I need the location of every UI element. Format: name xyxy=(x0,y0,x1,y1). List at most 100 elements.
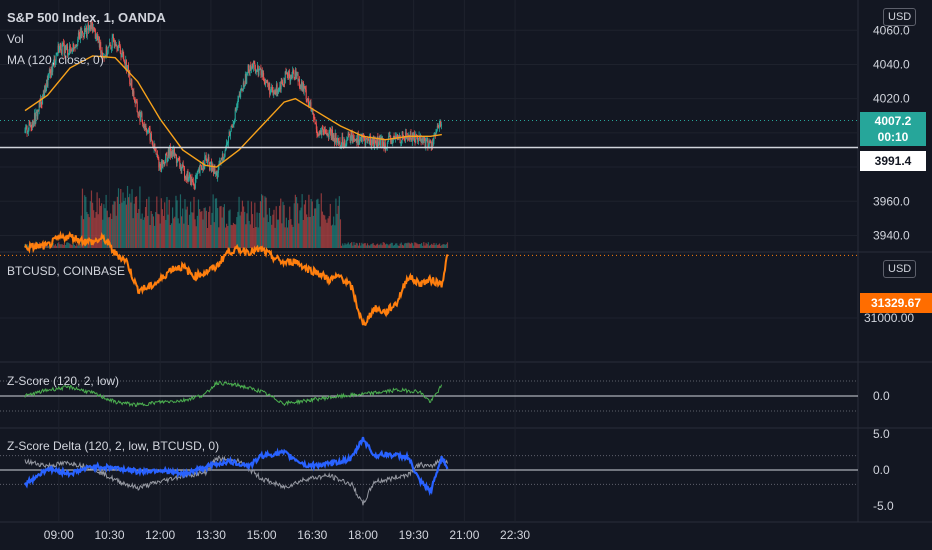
candle-body xyxy=(35,111,37,123)
candle-body xyxy=(197,170,199,172)
candle-body xyxy=(432,142,434,146)
candle-body xyxy=(219,160,221,165)
volume-bar xyxy=(262,195,264,248)
candle-body xyxy=(69,45,71,54)
volume-bar xyxy=(27,245,29,248)
candle-body xyxy=(223,156,225,158)
btc-legend[interactable]: BTCUSD, COINBASE xyxy=(7,264,126,278)
volume-bar xyxy=(159,223,161,248)
candle-body xyxy=(349,134,351,141)
volume-bar xyxy=(112,204,114,248)
candle-body xyxy=(387,140,389,143)
volume-bar xyxy=(363,243,365,248)
volume-bar xyxy=(129,193,131,248)
volume-bar xyxy=(311,201,313,248)
volume-bar xyxy=(308,194,310,248)
candle-body xyxy=(108,45,110,48)
volume-bar xyxy=(232,222,235,248)
volume-bar xyxy=(147,215,149,248)
volume-bar xyxy=(62,244,64,248)
candle-body xyxy=(192,181,194,185)
candle-body xyxy=(70,49,72,51)
candle-body xyxy=(384,143,386,149)
candle-body xyxy=(363,138,365,140)
volume-bar xyxy=(283,205,285,248)
volume-bar xyxy=(151,213,153,248)
volume-bar xyxy=(407,242,409,248)
volume-bar xyxy=(235,224,237,248)
candle-body xyxy=(54,60,56,65)
candle-body xyxy=(423,137,425,143)
volume-bar xyxy=(153,225,156,248)
candle-body xyxy=(395,136,397,138)
zscore-legend[interactable]: Z-Score (120, 2, low) xyxy=(7,374,120,388)
candle-body xyxy=(190,174,192,185)
candle-body xyxy=(292,70,294,75)
candle-body xyxy=(25,125,27,128)
candle-body xyxy=(76,45,78,47)
candle-body xyxy=(81,31,83,37)
candle-body xyxy=(36,111,38,117)
candle-body xyxy=(382,139,384,146)
candle-body xyxy=(77,38,79,46)
candle-body xyxy=(345,144,347,146)
candle-body xyxy=(242,82,244,91)
horizontal-line-price-tag[interactable]: 3991.4 xyxy=(860,151,926,171)
currency-button-main[interactable]: USD xyxy=(883,8,917,26)
volume-bar xyxy=(53,245,55,248)
candle-body xyxy=(106,46,108,55)
time-tick-label: 16:30 xyxy=(297,528,327,542)
candle-body xyxy=(112,37,114,39)
ma-legend[interactable]: MA (120, close, 0) xyxy=(7,53,104,67)
volume-bar xyxy=(45,245,48,248)
candle-body xyxy=(81,31,83,33)
main-legend-title[interactable]: S&P 500 Index, 1, OANDA xyxy=(7,10,166,25)
candle-body xyxy=(148,127,150,132)
volume-bar xyxy=(90,190,93,248)
volume-bar xyxy=(398,245,400,248)
candle-body xyxy=(436,129,438,131)
candle-body xyxy=(117,48,119,51)
candle-body xyxy=(278,87,280,89)
volume-bar xyxy=(434,245,436,248)
volume-bar xyxy=(80,215,82,248)
vol-legend[interactable]: Vol xyxy=(7,32,24,46)
candle-body xyxy=(428,141,430,146)
candle-body xyxy=(200,165,202,167)
candle-body xyxy=(121,54,123,58)
candle-body xyxy=(283,78,285,85)
candle-body xyxy=(417,138,419,142)
candle-body xyxy=(136,101,138,103)
candle-body xyxy=(261,70,263,77)
volume-bar xyxy=(220,205,222,248)
candle-body xyxy=(181,168,183,171)
candle-body xyxy=(25,127,27,131)
candle-body xyxy=(364,139,366,146)
volume-bar xyxy=(99,205,102,248)
candle-body xyxy=(33,124,35,126)
candle-body xyxy=(189,174,191,176)
candle-body xyxy=(242,90,244,92)
candle-body xyxy=(252,61,254,68)
volume-bar xyxy=(288,220,290,248)
candle-body xyxy=(225,143,227,149)
volume-bar xyxy=(217,208,219,248)
candle-body xyxy=(402,131,404,137)
candle-body xyxy=(273,92,275,94)
zdelta-legend[interactable]: Z-Score Delta (120, 2, low, BTCUSD, 0) xyxy=(7,439,220,453)
candle-body xyxy=(169,147,171,156)
volume-bar xyxy=(48,245,50,248)
candle-body xyxy=(119,46,121,53)
candle-body xyxy=(290,74,292,82)
candle-body xyxy=(95,38,97,40)
candle-body xyxy=(406,136,408,138)
volume-bar xyxy=(213,222,215,248)
volume-bar xyxy=(183,223,185,248)
candle-body xyxy=(407,136,409,138)
candle-body xyxy=(248,65,250,72)
currency-button-btc[interactable]: USD xyxy=(883,260,917,278)
volume-bar xyxy=(54,244,57,248)
time-tick-label: 12:00 xyxy=(145,528,175,542)
candle-body xyxy=(318,131,320,136)
